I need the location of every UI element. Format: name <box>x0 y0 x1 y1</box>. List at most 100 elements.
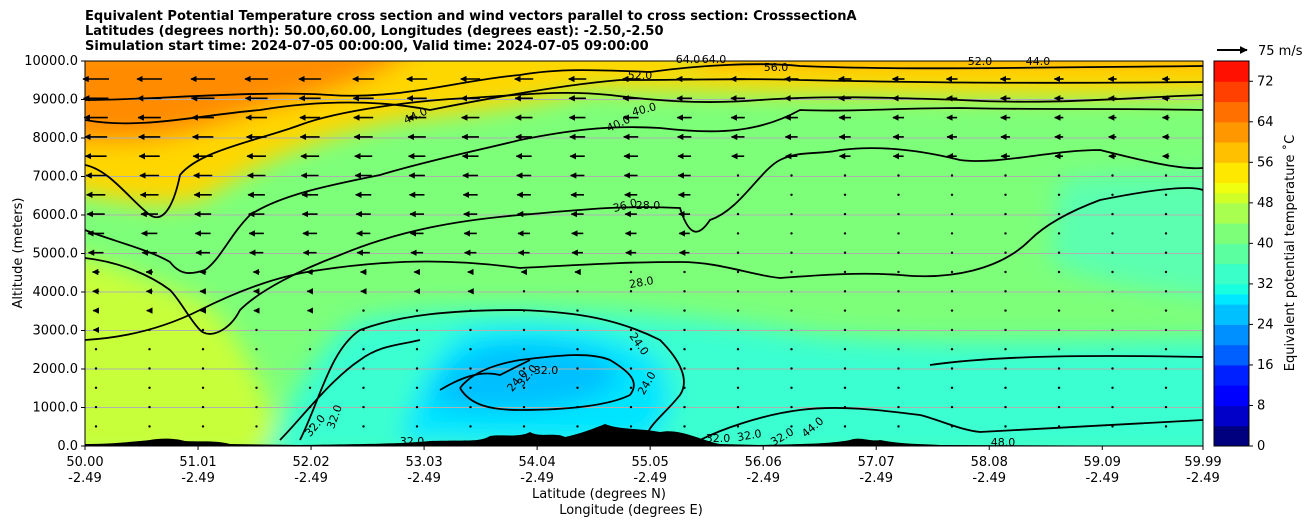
wind-vector <box>1111 328 1114 332</box>
wind-vector <box>790 367 793 370</box>
wind-vector <box>736 270 740 274</box>
wind-vector <box>897 290 900 293</box>
wind-vector <box>1004 251 1007 254</box>
y-tick-label: 5000.0 <box>33 247 79 262</box>
contour-label: 64.0 <box>702 53 727 66</box>
y-tick-label: 7000.0 <box>33 170 79 185</box>
wind-vector <box>790 251 793 254</box>
wind-vector <box>362 405 365 409</box>
wind-vector <box>897 193 900 196</box>
wind-vector <box>415 328 419 332</box>
x-tick-label-lon: -2.49 <box>1186 471 1220 486</box>
wind-vector <box>415 405 419 409</box>
x-tick-label-lon: -2.49 <box>633 471 667 486</box>
wind-vector <box>790 386 793 389</box>
wind-vector <box>1004 290 1007 293</box>
wind-vector <box>629 405 633 409</box>
wind-vector <box>415 309 419 312</box>
contour-label: 56.0 <box>764 61 789 74</box>
wind-vector <box>148 405 151 409</box>
wind-vector <box>576 328 579 332</box>
wind-vector <box>843 212 847 216</box>
wind-vector <box>1004 270 1007 274</box>
wind-vector <box>1057 290 1061 293</box>
wind-vector <box>308 405 312 409</box>
wind-vector <box>1164 290 1168 293</box>
wind-vector <box>308 348 312 351</box>
wind-vector <box>629 425 633 428</box>
wind-vector <box>1111 309 1114 312</box>
wind-vector <box>362 386 365 389</box>
contour-label: 32.0 <box>534 364 559 377</box>
wind-vector <box>790 174 793 177</box>
wind-vector <box>843 386 847 389</box>
wind-vector <box>897 405 900 409</box>
wind-vector <box>736 386 740 389</box>
contour-label: 48.0 <box>991 436 1016 449</box>
wind-vector <box>522 328 526 332</box>
wind-vector <box>629 309 633 312</box>
wind-vector <box>1164 174 1168 177</box>
wind-vector <box>1004 328 1007 332</box>
wind-vector <box>308 425 312 428</box>
contour-label: 36.0 <box>612 196 639 215</box>
colorbar-frame <box>1213 60 1250 447</box>
wind-vector <box>736 425 740 428</box>
contour-label: 28.0 <box>636 199 661 212</box>
y-tick-label: 1000.0 <box>33 401 79 416</box>
wind-vector <box>308 367 312 370</box>
wind-vector <box>201 367 205 370</box>
wind-vector <box>522 386 526 389</box>
wind-vector <box>1164 193 1168 196</box>
x-tick-label-lat: 52.02 <box>292 455 329 470</box>
wind-vector <box>1111 251 1114 254</box>
wind-vector <box>308 386 312 389</box>
wind-vector <box>1164 348 1168 351</box>
wind-vector <box>1111 405 1114 409</box>
wind-vector <box>683 328 686 332</box>
wind-vector <box>897 367 900 370</box>
colorbar-tick-label: 8 <box>1257 398 1265 413</box>
wind-vector <box>1164 405 1168 409</box>
wind-vector <box>950 405 954 409</box>
wind-vector <box>683 425 686 428</box>
contour-label: 32.0 <box>400 435 425 448</box>
wind-vector <box>897 348 900 351</box>
colorbar-segment <box>1214 263 1249 285</box>
wind-vector <box>950 251 954 254</box>
wind-vector <box>843 270 847 274</box>
wind-vector <box>1164 212 1168 216</box>
wind-vector <box>1004 232 1007 235</box>
contour-label: 28.0 <box>628 274 654 291</box>
wind-vector <box>950 367 954 370</box>
wind-vector <box>469 405 472 409</box>
wind-vector <box>1164 232 1168 235</box>
colorbar-tick-label: 56 <box>1257 155 1274 170</box>
x-tick-label-lon: -2.49 <box>407 471 441 486</box>
chart-title-line-3: Simulation start time: 2024-07-05 00:00:… <box>85 39 649 54</box>
colorbar-tick-label: 64 <box>1257 115 1274 130</box>
wind-vector <box>1164 270 1168 274</box>
wind-vector <box>736 290 740 293</box>
wind-vector <box>1004 405 1007 409</box>
colorbar-tick-label: 16 <box>1257 358 1274 373</box>
wind-vector <box>148 367 151 370</box>
wind-vector <box>897 386 900 389</box>
wind-vector <box>843 405 847 409</box>
wind-vector <box>736 348 740 351</box>
wind-vector <box>1004 367 1007 370</box>
colorbar-segment <box>1214 81 1249 103</box>
x-tick-label-lat: 57.07 <box>858 455 895 470</box>
wind-vector <box>843 328 847 332</box>
wind-vector <box>1057 348 1061 351</box>
wind-vector <box>148 348 151 351</box>
contour-label: 40.0 <box>631 100 658 119</box>
wind-vector <box>362 425 365 428</box>
wind-vector <box>148 386 151 389</box>
wind-vector <box>843 348 847 351</box>
wind-vector <box>950 348 954 351</box>
wind-vector <box>362 328 365 332</box>
wind-vector <box>736 174 740 177</box>
wind-vector <box>790 405 793 409</box>
wind-vector <box>255 386 258 389</box>
